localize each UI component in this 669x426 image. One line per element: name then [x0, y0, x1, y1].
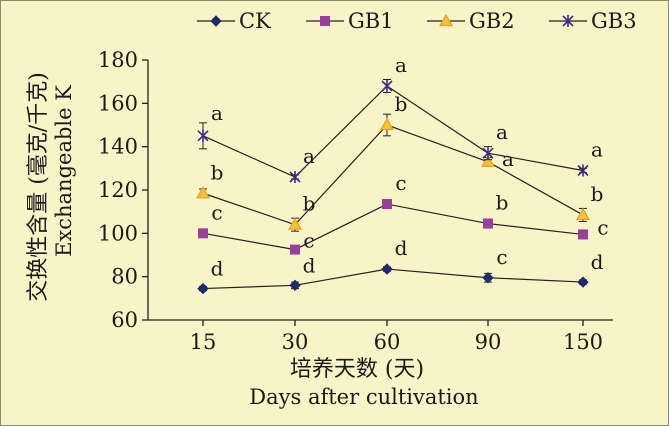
y-tick-label: 140 — [98, 135, 138, 159]
y-tick-label: 120 — [98, 178, 138, 202]
data-point — [480, 154, 496, 167]
legend-label: GB2 — [469, 9, 515, 33]
x-tick-label: 150 — [563, 330, 603, 354]
data-point — [483, 218, 493, 229]
data-point — [381, 80, 393, 92]
significance-label: c — [211, 200, 222, 224]
legend-marker — [210, 15, 222, 27]
legend-entry-ck: CK — [197, 9, 271, 33]
data-point — [287, 217, 303, 230]
legend-marker — [562, 15, 574, 27]
legend-entry-gb2: GB2 — [427, 9, 515, 33]
data-point — [289, 279, 301, 292]
data-point — [577, 276, 589, 288]
significance-label: d — [303, 253, 316, 277]
data-point — [482, 272, 494, 284]
data-point — [482, 147, 494, 160]
series-line — [202, 85, 584, 178]
legend-label: GB1 — [348, 9, 394, 33]
data-point — [382, 199, 392, 210]
data-point — [379, 117, 395, 131]
y-axis-label: 交换性含量 (毫克/千克) Exchangeable K — [26, 72, 76, 302]
series-line — [202, 268, 584, 290]
significance-label: a — [502, 147, 514, 171]
x-tick-label: 15 — [190, 330, 217, 354]
y-tick-label: 160 — [98, 91, 138, 115]
significance-label: c — [303, 229, 314, 253]
significance-label: b — [591, 182, 604, 206]
data-point — [198, 228, 208, 239]
legend-entry-gb1: GB1 — [306, 9, 394, 33]
y-tick-label: 60 — [111, 308, 138, 332]
data-point — [289, 171, 301, 183]
series-ck: d dd c d — [197, 236, 604, 295]
significance-label: c — [395, 171, 406, 195]
data-point — [197, 129, 209, 142]
significance-label: b — [303, 192, 316, 216]
x-tick-label: 90 — [475, 330, 502, 354]
y-axis-label-en: Exchangeable K — [52, 85, 76, 257]
data-point — [197, 282, 209, 295]
significance-label: d — [395, 236, 408, 260]
significance-label: d — [591, 250, 604, 274]
legend-marker — [320, 16, 330, 26]
legend-label: CK — [239, 9, 271, 33]
significance-label: a — [211, 101, 223, 125]
x-tick-label: 30 — [282, 330, 309, 354]
significance-label: b — [496, 191, 509, 215]
significance-label: d — [211, 257, 224, 281]
legend: CK GB1 GB2 GB3 — [197, 9, 637, 33]
x-axis-label-cn: 培养天数 (天) — [290, 357, 424, 382]
data-point — [381, 263, 393, 275]
data-point — [577, 164, 589, 177]
significance-label: c — [496, 245, 507, 269]
x-tick-label: 60 — [374, 330, 401, 354]
significance-label: a — [303, 144, 315, 168]
data-point — [578, 229, 588, 240]
series-line — [202, 124, 584, 226]
x-axis-label-en: Days after cultivation — [249, 385, 478, 409]
data-point — [290, 244, 300, 255]
significance-label: c — [597, 215, 608, 239]
axes: 60 80 100 120 140 160 180 15 30 60 90 150 — [98, 48, 613, 354]
y-tick-label: 80 — [111, 265, 138, 289]
legend-label: GB3 — [591, 9, 637, 33]
significance-label: b — [211, 160, 224, 184]
significance-label: a — [496, 120, 508, 144]
data-point — [575, 207, 591, 221]
significance-label: a — [395, 53, 407, 77]
significance-label: a — [591, 138, 603, 162]
series-line — [202, 203, 584, 251]
legend-entry-gb3: GB3 — [549, 9, 637, 33]
legend-marker — [438, 13, 454, 27]
y-axis-label-cn: 交换性含量 (毫克/千克) — [26, 72, 51, 302]
data-point — [195, 186, 211, 199]
y-tick-label: 100 — [98, 221, 138, 245]
y-tick-label: 180 — [98, 48, 138, 72]
